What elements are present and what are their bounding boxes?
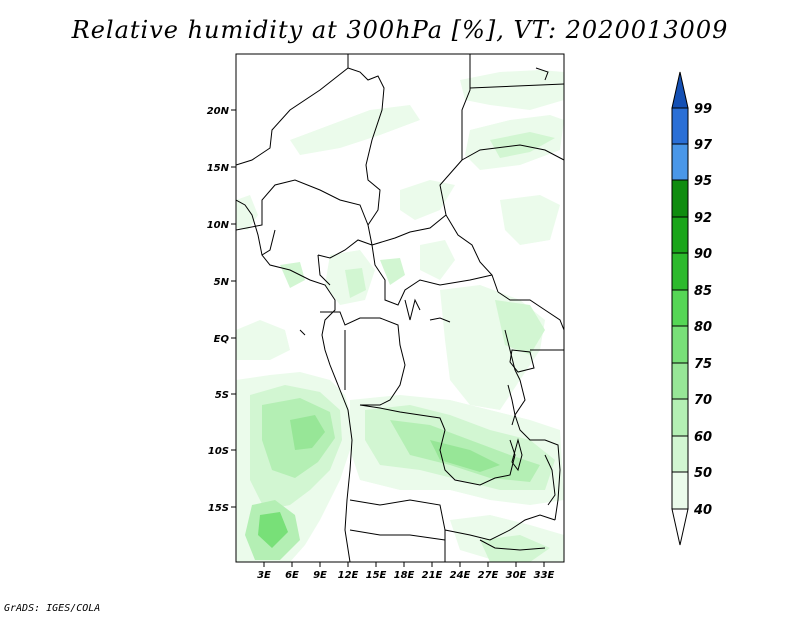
colorbar-segment <box>671 179 689 218</box>
colorbar-segment <box>671 435 689 473</box>
lon-label: 3E <box>257 570 271 581</box>
longitude-axis: 3E 6E 9E 12E 15E 18E 21E 24E 27E 30E 33E <box>257 562 555 581</box>
colorbar-segment <box>671 143 689 181</box>
map-title: Relative humidity at 300hPa [%], VT: 202… <box>71 16 729 44</box>
colorbar-segment <box>671 289 689 327</box>
lon-label: 6E <box>285 570 299 581</box>
colorbar-segment <box>671 107 689 145</box>
lon-label: 30E <box>506 570 527 581</box>
colorbar-label: 97 <box>694 138 713 153</box>
colorbar-segment <box>671 252 689 291</box>
lon-label: 12E <box>338 570 359 581</box>
lon-label: 15E <box>366 570 387 581</box>
colorbar-label: 40 <box>693 503 712 518</box>
colorbar-label: 90 <box>694 247 712 262</box>
lat-label: EQ <box>214 334 230 345</box>
colorbar-label: 50 <box>694 466 712 481</box>
colorbar: 99 97 95 92 90 85 80 75 70 60 50 40 <box>671 71 713 546</box>
grads-credit: GrADS: IGES/COLA <box>4 603 101 614</box>
lat-label: 15S <box>208 503 229 514</box>
lat-label: 15N <box>207 163 230 174</box>
lon-label: 21E <box>422 570 443 581</box>
lon-label: 24E <box>450 570 471 581</box>
colorbar-label: 75 <box>694 357 712 372</box>
lat-label: 10S <box>208 446 229 457</box>
colorbar-label: 80 <box>694 320 712 335</box>
lat-label: 5S <box>215 390 229 401</box>
colorbar-label: 92 <box>694 211 712 226</box>
lon-label: 27E <box>478 570 499 581</box>
latitude-axis: 20N 15N 10N 5N EQ 5S 10S 15S <box>207 106 236 514</box>
colorbar-label: 99 <box>694 102 712 117</box>
lon-label: 9E <box>313 570 327 581</box>
colorbar-segment <box>671 471 689 510</box>
colorbar-segment <box>671 325 689 364</box>
lat-label: 20N <box>207 106 230 117</box>
lat-label: 10N <box>207 220 230 231</box>
lat-label: 5N <box>214 277 230 288</box>
colorbar-label: 70 <box>694 393 712 408</box>
colorbar-top-arrow <box>671 71 689 109</box>
colorbar-label: 95 <box>694 174 712 189</box>
colorbar-segment <box>671 362 689 400</box>
humidity-shading <box>236 70 564 562</box>
colorbar-segment <box>671 216 689 254</box>
colorbar-label: 60 <box>694 430 712 445</box>
colorbar-label: 85 <box>694 284 712 299</box>
map-frame <box>235 53 565 563</box>
colorbar-segment <box>671 398 689 437</box>
country-borders <box>236 54 564 562</box>
lon-label: 18E <box>394 570 415 581</box>
lon-label: 33E <box>534 570 555 581</box>
colorbar-bottom-arrow <box>671 508 689 546</box>
